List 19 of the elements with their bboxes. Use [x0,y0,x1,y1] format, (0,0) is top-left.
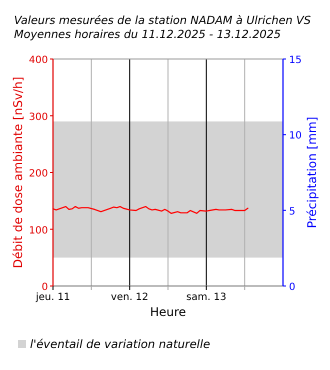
y-tick-label: 300 [28,112,48,123]
line-series [52,206,248,214]
y-axis-title: Débit de dose ambiante [nSv/h] [11,76,25,268]
x-tick-label: ven. 12 [110,292,148,303]
y2-tick-label: 15 [289,55,302,66]
y2-tick-label: 10 [289,130,302,142]
y-tick-label: 200 [28,168,48,180]
y-tick-label: 400 [28,55,48,66]
y-tick-label: 100 [28,225,48,236]
x-tick-label: jeu. 11 [34,292,70,303]
y2-tick-label: 0 [289,282,296,293]
x-axis-title: Heure [150,305,186,319]
x-tick-label: sam. 13 [186,292,226,303]
chart-title: Valeurs mesurées de la station NADAM à Ulrichen VS [14,14,311,27]
legend-label: l'éventail de variation naturelle [30,337,210,351]
y-tick-label: 0 [42,282,48,293]
y2-axis-title: Précipitation [mm] [305,116,319,228]
y2-tick-label: 5 [289,206,296,218]
chart-subtitle: Moyennes horaires du 11.12.2025 - 13.12.2025 [14,28,281,41]
